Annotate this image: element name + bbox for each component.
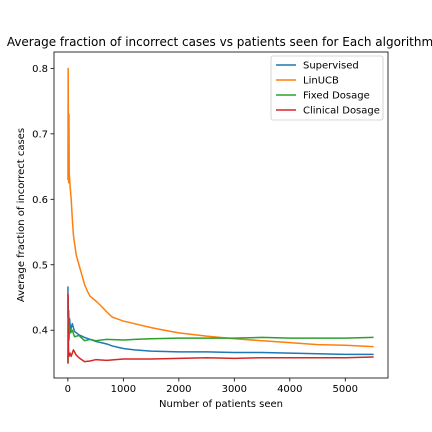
legend-label-fixed-dosage: Fixed Dosage [303, 91, 370, 102]
legend-items: Supervised LinUCB Fixed Dosage Clinical Dos… [276, 61, 380, 117]
x-tick-label: 1000 [111, 384, 136, 395]
y-axis-ticks: 0.4 0.5 0.6 0.7 0.8 [32, 64, 54, 337]
y-axis-label: Average fraction of incorrect cases [16, 128, 27, 302]
plot-frame [53, 51, 389, 379]
x-tick-label: 0 [65, 384, 71, 395]
x-tick-label: 4000 [277, 384, 302, 395]
series-layer [67, 67, 374, 364]
x-tick-label: 2000 [166, 384, 191, 395]
legend-label-supervised: Supervised [303, 61, 359, 72]
chart-title: Average fraction of incorrect cases vs p… [7, 35, 432, 49]
legend-label-clinical-dosage: Clinical Dosage [303, 106, 380, 117]
plot-area [53, 51, 389, 379]
x-tick-label: 5000 [333, 384, 358, 395]
legend-label-linucb: LinUCB [303, 76, 339, 87]
legend-box [270, 55, 384, 121]
y-tick-label: 0.6 [32, 195, 48, 206]
legend: Supervised LinUCB Fixed Dosage Clinical Dos… [270, 55, 384, 121]
y-tick-label: 0.5 [32, 260, 48, 271]
x-axis-label: Number of patients seen [159, 399, 283, 410]
y-tick-label: 0.8 [32, 64, 48, 75]
y-tick-label: 0.7 [32, 129, 48, 140]
x-tick-label: 3000 [222, 384, 247, 395]
x-axis-ticks: 0 1000 2000 3000 4000 5000 [65, 378, 358, 395]
y-tick-label: 0.4 [32, 326, 48, 337]
series-line-clinical-dosage [67, 293, 374, 364]
